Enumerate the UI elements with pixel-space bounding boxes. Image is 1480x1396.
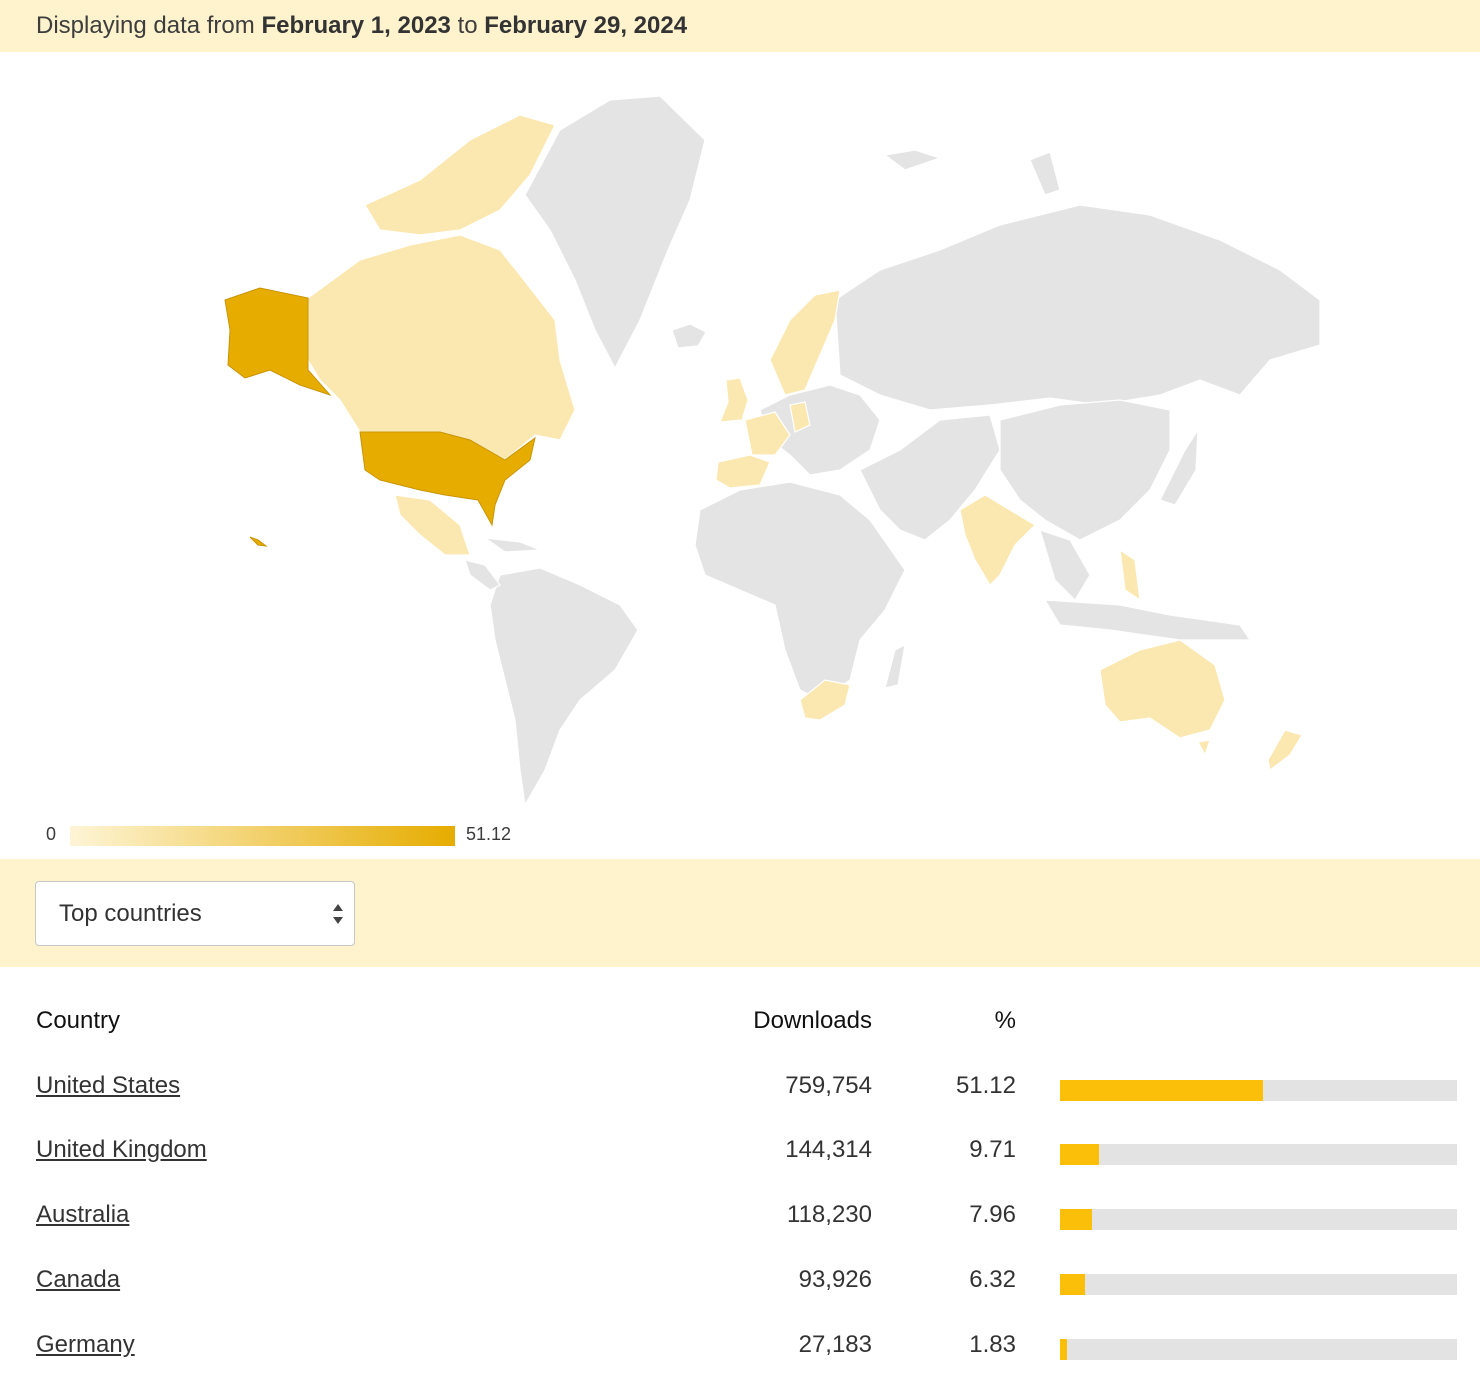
map-region-hawaii[interactable] [249,536,268,547]
share-bar [1060,1274,1457,1295]
date-range-end: February 29, 2024 [484,12,688,39]
countries-table: Country Downloads % United States 759,75… [0,967,1480,1380]
map-country-india[interactable] [959,494,1036,586]
column-header-downloads: Downloads [753,1007,872,1034]
column-header-percent: % [994,1007,1016,1034]
map-region-alaska[interactable] [224,287,332,397]
map-region-central-america[interactable] [464,559,501,591]
country-link[interactable]: United States [36,1072,181,1099]
table-row: Germany 27,183 1.83 [0,1331,1480,1396]
map-country-greenland[interactable] [524,95,706,370]
map-region-middle-east[interactable] [859,414,1001,541]
downloads-value: 27,183 [798,1331,872,1358]
country-link[interactable]: Australia [36,1201,130,1228]
share-bar [1060,1339,1457,1360]
map-region-canadian-arctic[interactable] [364,114,556,236]
downloads-value: 759,754 [785,1072,872,1099]
downloads-value: 118,230 [787,1201,872,1228]
percent-value: 7.96 [969,1201,1016,1228]
date-range-prefix: Displaying data from [36,12,255,39]
share-bar [1060,1209,1457,1230]
percent-value: 51.12 [955,1072,1016,1099]
map-region-africa[interactable] [694,481,906,701]
percent-value: 1.83 [969,1331,1016,1358]
map-region-svalbard[interactable] [883,149,942,171]
map-country-philippines[interactable] [1119,548,1141,602]
country-link[interactable]: Germany [36,1331,135,1358]
world-map[interactable]: 0 51.12 [0,52,1480,859]
map-country-spain[interactable] [715,454,771,489]
share-bar [1060,1144,1457,1165]
world-map-svg[interactable] [0,52,1480,859]
map-country-united-states[interactable] [359,431,536,527]
country-link[interactable]: Canada [36,1266,121,1293]
percent-value: 6.32 [969,1266,1016,1293]
share-bar-fill [1060,1209,1092,1230]
map-country-germany[interactable] [789,401,811,433]
map-country-united-kingdom[interactable] [719,377,749,423]
country-link[interactable]: United Kingdom [36,1136,207,1163]
share-bar-fill [1060,1274,1086,1295]
table-row: Canada 93,926 6.32 [0,1266,1480,1331]
date-range-start: February 1, 2023 [261,12,451,39]
map-country-russia[interactable] [834,204,1321,411]
map-region-novaya-zemlya[interactable] [1029,151,1061,196]
map-country-australia[interactable] [1099,639,1226,739]
share-bar-fill [1060,1144,1099,1165]
chevron-updown-icon [333,904,343,924]
map-region-caribbean[interactable] [484,537,541,553]
table-row: United Kingdom 144,314 9.71 [0,1136,1480,1201]
top-countries-select[interactable]: Top countries [35,881,355,946]
map-region-southeast-asia[interactable] [1039,529,1091,601]
legend-min-label: 0 [46,824,57,844]
map-country-new-zealand[interactable] [1267,729,1303,772]
map-country-madagascar[interactable] [884,643,906,689]
map-country-china[interactable] [999,399,1171,541]
map-country-mexico[interactable] [394,494,471,556]
share-bar-fill [1060,1080,1263,1101]
map-country-iceland[interactable] [671,323,707,349]
map-region-scandinavia[interactable] [769,289,841,396]
map-country-south-africa[interactable] [799,679,851,721]
date-range-banner: Displaying data from February 1, 2023 to… [0,0,1480,52]
share-bar-fill [1060,1339,1068,1360]
table-row: United States 759,754 51.12 [0,1072,1480,1137]
percent-value: 9.71 [969,1136,1016,1163]
downloads-value: 144,314 [785,1136,872,1163]
select-value: Top countries [59,900,202,927]
table-row: Australia 118,230 7.96 [0,1201,1480,1266]
share-bar [1060,1080,1457,1101]
downloads-value: 93,926 [798,1266,872,1293]
legend-gradient-bar [70,826,455,846]
date-range-connector: to [457,12,478,39]
map-country-canada[interactable] [307,234,576,461]
map-region-indonesia[interactable] [1043,599,1252,641]
map-region-south-america[interactable] [489,567,639,807]
filter-bar: Top countries [0,859,1480,967]
map-country-france[interactable] [744,411,791,456]
column-header-country: Country [36,1007,121,1034]
map-country-tasmania[interactable] [1197,739,1211,757]
map-country-japan[interactable] [1159,427,1199,506]
legend-max-label: 51.12 [466,824,512,844]
